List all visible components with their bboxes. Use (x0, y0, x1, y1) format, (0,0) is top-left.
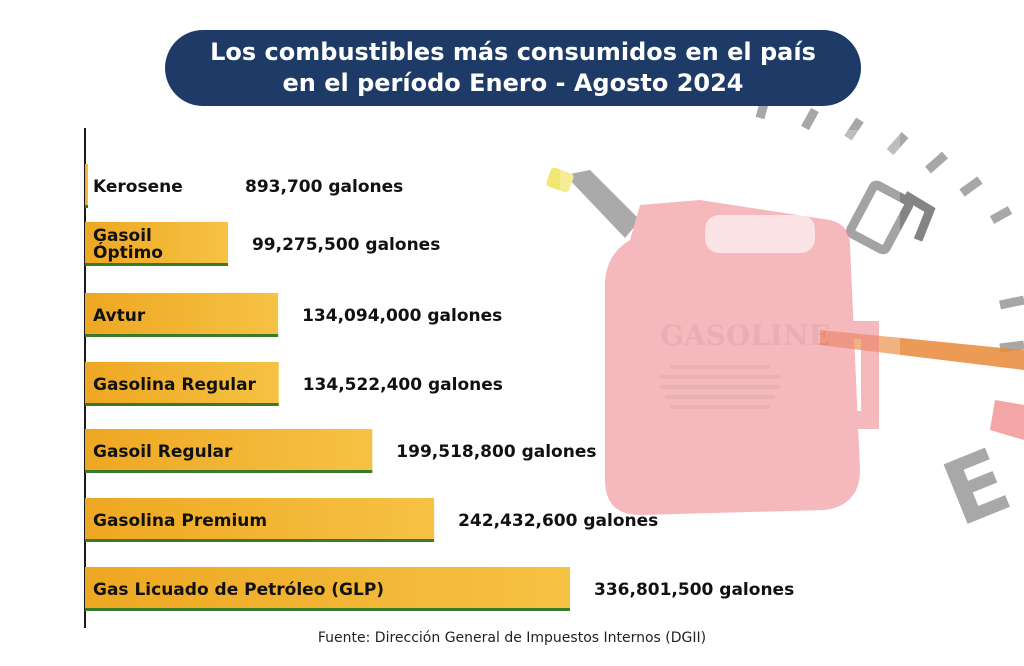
bar-category-label: Gas Licuado de Petróleo (GLP) (93, 580, 384, 600)
bar-0 (85, 164, 88, 208)
bar-value-label: 199,518,800 galones (396, 442, 596, 462)
fuel-pump-icon (846, 180, 936, 255)
bar-1 (85, 222, 228, 266)
gas-can-icon: GASOLINE (546, 167, 879, 515)
bar-value-label: 242,432,600 galones (458, 511, 658, 531)
bar-base-1 (85, 263, 228, 266)
bar-base-0 (85, 205, 88, 208)
chart-title-line-2: en el período Enero - Agosto 2024 (282, 69, 744, 97)
bar-value-label: 99,275,500 galones (252, 235, 440, 255)
bar-3 (85, 362, 279, 406)
bar-value-label: 893,700 galones (245, 177, 403, 197)
bar-base-6 (85, 608, 570, 611)
can-text: GASOLINE (660, 319, 830, 352)
bar-value-label: 336,801,500 galones (594, 580, 794, 600)
source-note: Fuente: Dirección General de Impuestos I… (317, 630, 707, 646)
bar-2 (85, 293, 279, 337)
bar-base-3 (85, 403, 279, 406)
chart-title-line-1: Los combustibles más consumidos en el pa… (210, 38, 816, 66)
bar-category-label: Avtur (93, 306, 146, 326)
bar-value-label: 134,094,000 galones (302, 306, 502, 326)
bar-category-label: Gasolina Premium (93, 511, 267, 531)
bar-base-2 (85, 334, 279, 337)
bar-6 (85, 567, 570, 611)
bar-5 (85, 498, 435, 542)
bar-category-label: Gasolina Regular (93, 375, 257, 395)
bar-category-label: Gasoil Óptimo (93, 226, 163, 263)
bar-base-4 (85, 470, 373, 473)
fuel-gauge-icon (755, 98, 1024, 353)
bar-category-label: Gasoil Regular (93, 442, 233, 462)
bar-base-5 (85, 539, 435, 542)
bar-4 (85, 429, 373, 473)
bar-category-label: Kerosene (93, 177, 183, 197)
bar-value-label: 134,522,400 galones (303, 375, 503, 395)
chart-title: Los combustibles más consumidos en el pa… (165, 30, 861, 106)
